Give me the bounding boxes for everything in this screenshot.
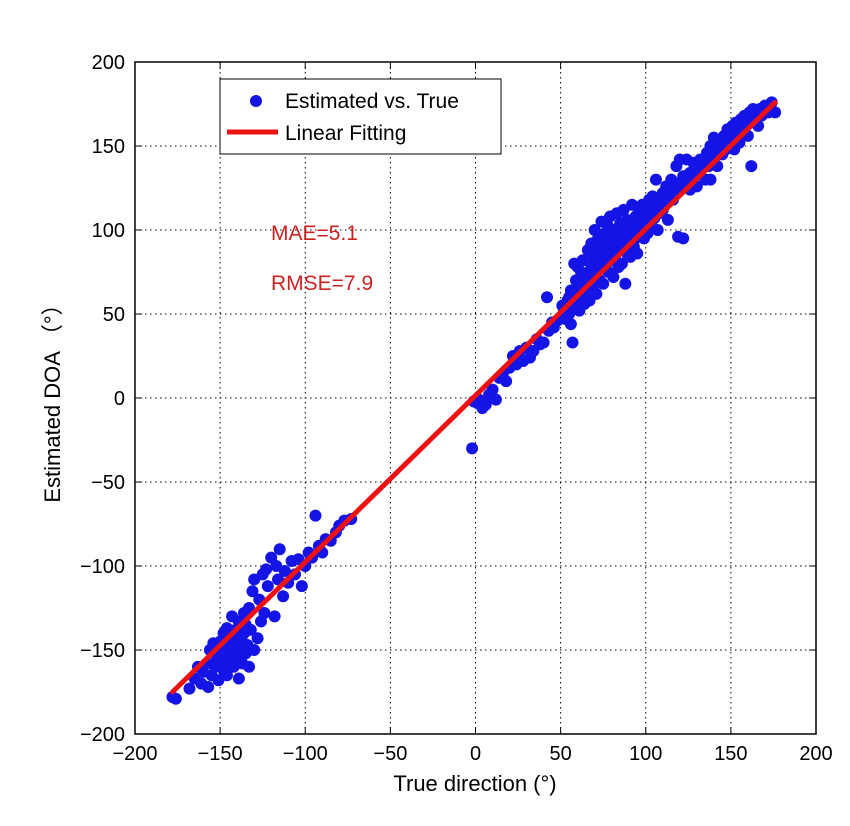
data-point xyxy=(745,160,758,173)
y-ticks: −200 −150 −100 −50 0 50 100 150 200 xyxy=(80,52,816,746)
data-point xyxy=(278,565,291,578)
y-tick-label: −50 xyxy=(91,472,125,494)
x-tick-label: 0 xyxy=(470,743,481,765)
data-point xyxy=(169,692,182,705)
data-point xyxy=(220,669,233,682)
rmse-annotation: RMSE=7.9 xyxy=(271,272,373,295)
data-point xyxy=(607,271,620,284)
data-point xyxy=(563,308,576,320)
data-point xyxy=(489,393,502,406)
data-point xyxy=(564,318,577,331)
y-tick-label: 0 xyxy=(114,388,125,410)
y-tick-label: 200 xyxy=(92,52,125,74)
data-point xyxy=(466,442,479,455)
plot-frame xyxy=(134,61,817,735)
data-point xyxy=(500,375,513,388)
data-point xyxy=(243,660,256,673)
data-point xyxy=(479,398,492,411)
data-point xyxy=(537,336,550,349)
data-point xyxy=(541,291,554,304)
data-point xyxy=(704,173,717,186)
x-tick-label: 150 xyxy=(714,743,747,765)
data-point xyxy=(651,224,664,236)
data-point xyxy=(309,509,322,522)
data-point xyxy=(261,580,274,593)
x-axis-title: True direction (°) xyxy=(393,771,556,796)
fit-line xyxy=(169,99,778,695)
data-point xyxy=(251,632,264,645)
data-point xyxy=(566,336,579,349)
fit-line-series xyxy=(169,99,778,695)
data-point xyxy=(631,247,644,260)
y-tick-label: 100 xyxy=(92,220,125,242)
data-point xyxy=(626,198,639,211)
data-point xyxy=(273,543,286,556)
mae-annotation: MAE=5.1 xyxy=(271,222,358,245)
x-tick-label: 50 xyxy=(550,743,572,765)
legend-label-line: Linear Fitting xyxy=(285,122,406,145)
y-axis-title: Estimated DOA （°） xyxy=(40,293,65,502)
x-tick-label: −200 xyxy=(112,743,157,765)
data-point xyxy=(649,173,662,186)
data-point xyxy=(661,213,674,226)
x-tick-label: 200 xyxy=(799,743,832,765)
data-point xyxy=(183,682,196,695)
y-tick-label: 150 xyxy=(92,136,125,158)
data-point xyxy=(244,623,257,636)
y-tick-label: −150 xyxy=(80,640,125,662)
data-point xyxy=(295,580,308,593)
y-tick-label: −100 xyxy=(80,556,125,578)
data-point xyxy=(246,585,259,598)
x-ticks: −200 −150 −100 −50 0 50 100 150 200 xyxy=(112,62,833,765)
y-tick-label: −200 xyxy=(80,724,125,746)
x-tick-label: −150 xyxy=(198,743,243,765)
y-tick-label: 50 xyxy=(103,304,125,326)
data-point xyxy=(248,644,261,656)
data-point xyxy=(597,277,610,290)
x-tick-label: 100 xyxy=(629,743,662,765)
data-point xyxy=(268,610,281,623)
data-point xyxy=(232,672,245,685)
legend-box xyxy=(219,78,502,155)
data-point xyxy=(486,383,499,396)
data-point xyxy=(277,590,290,603)
legend-marker-scatter xyxy=(250,95,262,107)
data-point xyxy=(615,257,628,270)
data-point xyxy=(590,287,603,300)
x-tick-label: −100 xyxy=(283,743,328,765)
x-tick-label: −50 xyxy=(373,743,407,765)
legend: Estimated vs. True Linear Fitting xyxy=(219,78,502,155)
data-point xyxy=(258,607,271,620)
data-point xyxy=(619,277,632,290)
data-point xyxy=(202,680,215,693)
data-point xyxy=(677,232,690,245)
data-point xyxy=(769,106,782,119)
data-point xyxy=(260,563,273,576)
data-point xyxy=(576,254,589,267)
legend-label-scatter: Estimated vs. True xyxy=(285,90,459,113)
